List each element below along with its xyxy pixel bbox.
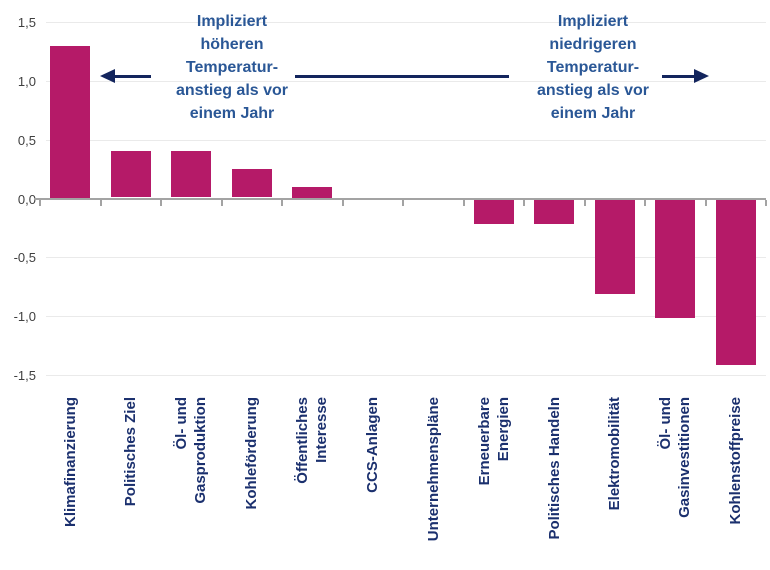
arrow-left-icon (100, 69, 115, 83)
bar (716, 200, 756, 365)
annotation-connector-line (295, 75, 509, 78)
bar (292, 187, 332, 198)
axis-tick (160, 200, 162, 206)
gridline (46, 140, 766, 141)
axis-tick (281, 200, 283, 206)
axis-tick (584, 200, 586, 206)
axis-tick (463, 200, 465, 206)
bar (534, 200, 574, 224)
gridline (46, 81, 766, 82)
bar (474, 200, 514, 224)
x-axis-label: Kohleförderung (243, 397, 260, 510)
x-axis-label: Politisches Ziel (122, 397, 139, 507)
y-tick-label: -1,5 (13, 368, 36, 383)
bar (50, 46, 90, 198)
y-tick-label: 0,0 (17, 192, 36, 207)
x-axis-label: Klimafinanzierung (62, 397, 79, 528)
axis-tick (342, 200, 344, 206)
y-tick-label: 1,0 (17, 74, 36, 89)
axis-tick (705, 200, 707, 206)
bar (171, 151, 211, 197)
arrow-right-icon (694, 69, 709, 83)
bar (111, 151, 151, 197)
arrow-right-line (662, 75, 695, 78)
x-axis-label: Erneuerbare Energien (476, 397, 512, 486)
annotation-lower-temperature: Impliziert niedrigeren Temperatur- ansti… (536, 13, 650, 122)
bar (655, 200, 695, 318)
axis-tick (100, 200, 102, 206)
x-axis-label: Öl- und Gasproduktion (173, 397, 209, 504)
axis-tick (39, 200, 41, 206)
y-tick-label: 1,5 (17, 15, 36, 30)
x-axis-label: Elektromobilität (606, 397, 623, 511)
axis-tick (402, 200, 404, 206)
gridline (46, 316, 766, 317)
x-axis-label: Politisches Handeln (546, 397, 563, 540)
gridline (46, 22, 766, 23)
x-axis-label: Öffentliches Interesse (294, 397, 330, 484)
x-axis-label: Unternehmenspläne (425, 397, 442, 542)
x-axis-line (34, 198, 766, 200)
y-tick-label: -0,5 (13, 250, 36, 265)
gridline (46, 257, 766, 258)
y-tick-label: 0,5 (17, 133, 36, 148)
axis-tick (644, 200, 646, 206)
bar (232, 169, 272, 197)
annotation-higher-temperature: Impliziert höheren Temperatur- anstieg a… (175, 13, 289, 122)
x-axis-label: Kohlenstoffpreise (727, 397, 744, 525)
axis-tick (765, 200, 767, 206)
x-axis-label: CCS-Anlagen (364, 397, 381, 493)
gridline (46, 375, 766, 376)
x-axis-label: Öl- und Gasinvestitionen (657, 397, 693, 518)
axis-tick (221, 200, 223, 206)
axis-tick (523, 200, 525, 206)
y-tick-label: -1,0 (13, 309, 36, 324)
arrow-left-line (113, 75, 151, 78)
bar (595, 200, 635, 294)
